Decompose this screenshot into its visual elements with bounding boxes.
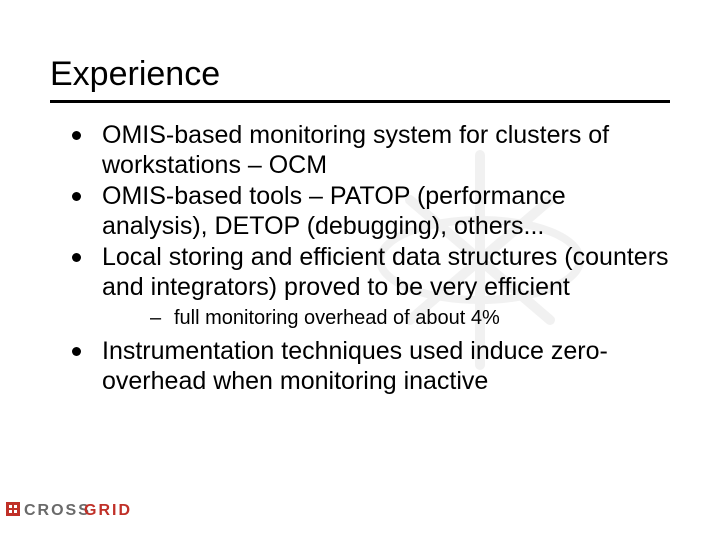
title-underline [50, 100, 670, 103]
sub-bullet-text: full monitoring overhead of about 4% [174, 307, 500, 329]
bullet-text: Local storing and efficient data structu… [102, 243, 669, 301]
crossgrid-logo: CROSS GRID [6, 496, 136, 522]
bullet-item: Local storing and efficient data structu… [58, 243, 670, 331]
bullet-text: Instrumentation techniques used induce z… [102, 337, 608, 395]
slide-body: OMIS-based monitoring system for cluster… [50, 121, 670, 396]
logo-text: GRID [84, 502, 132, 519]
bullet-text: OMIS-based tools – PATOP (performance an… [102, 182, 566, 240]
bullet-text: OMIS-based monitoring system for cluster… [102, 121, 609, 179]
sub-bullet-list: full monitoring overhead of about 4% [102, 306, 670, 331]
logo-icon: CROSS GRID [6, 496, 136, 522]
logo-text: CROSS [24, 502, 91, 519]
bullet-list: OMIS-based monitoring system for cluster… [58, 121, 670, 396]
slide-title: Experience [50, 55, 670, 94]
sub-bullet-item: full monitoring overhead of about 4% [102, 306, 670, 331]
bullet-item: OMIS-based tools – PATOP (performance an… [58, 182, 670, 241]
bullet-item: OMIS-based monitoring system for cluster… [58, 121, 670, 180]
bullet-item: Instrumentation techniques used induce z… [58, 337, 670, 396]
slide: Experience OMIS-based monitoring system … [0, 0, 720, 540]
